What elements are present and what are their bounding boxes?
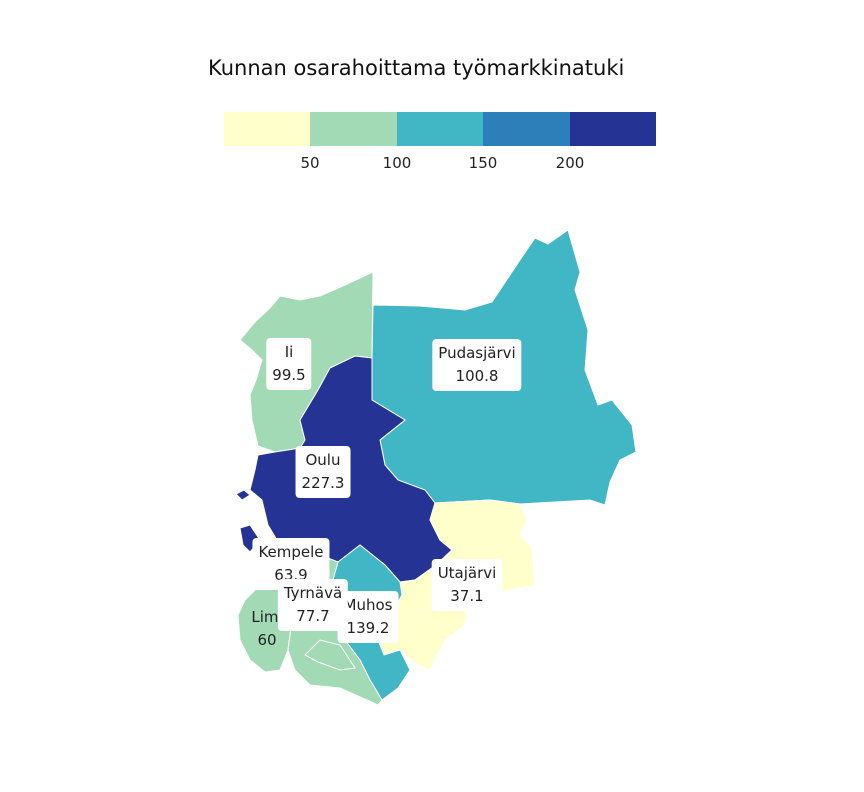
map-title: Kunnan osarahoittama työmarkkinatuki bbox=[208, 56, 625, 80]
label-oulu-name: Oulu bbox=[305, 451, 341, 469]
region-tyrnava-enclave bbox=[304, 639, 356, 671]
legend-swatch-4 bbox=[569, 112, 657, 146]
legend-tick-100: 100 bbox=[382, 154, 412, 172]
label-utajarvi-name: Utajärvi bbox=[437, 564, 497, 582]
color-legend bbox=[224, 112, 657, 146]
label-limi-name: Limi bbox=[251, 608, 283, 626]
label-limi: Limi 60 bbox=[245, 603, 288, 655]
label-ii-value: 99.5 bbox=[272, 366, 306, 384]
label-tyrnava-value: 77.7 bbox=[296, 607, 330, 625]
region-oulu-island bbox=[235, 489, 251, 501]
label-utajarvi: Utajärvi 37.1 bbox=[431, 559, 503, 611]
label-ii-name: Ii bbox=[284, 343, 294, 361]
label-pudasjarvi: Pudasjärvi 100.8 bbox=[432, 339, 522, 391]
label-utajarvi-value: 37.1 bbox=[450, 587, 484, 605]
label-oulu: Oulu 227.3 bbox=[295, 446, 351, 498]
label-pudasjarvi-name: Pudasjärvi bbox=[438, 344, 516, 362]
label-limi-value: 60 bbox=[257, 631, 277, 649]
legend-swatch-3 bbox=[483, 112, 570, 146]
legend-swatch-0 bbox=[224, 112, 311, 146]
label-tyrnava: Tyrnävä 77.7 bbox=[277, 579, 349, 631]
legend-tick-50: 50 bbox=[300, 154, 320, 172]
legend-tick-150: 150 bbox=[468, 154, 498, 172]
label-muhos-value: 139.2 bbox=[346, 619, 390, 637]
legend-swatch-2 bbox=[396, 112, 484, 146]
label-muhos-name: Muhos bbox=[343, 596, 393, 614]
legend-tick-200: 200 bbox=[555, 154, 585, 172]
label-oulu-value: 227.3 bbox=[301, 474, 345, 492]
label-ii: Ii 99.5 bbox=[266, 338, 312, 390]
label-tyrnava-name: Tyrnävä bbox=[283, 584, 343, 602]
label-pudasjarvi-value: 100.8 bbox=[455, 367, 499, 385]
label-kempele-name: Kempele bbox=[258, 543, 324, 561]
legend-swatch-1 bbox=[310, 112, 397, 146]
